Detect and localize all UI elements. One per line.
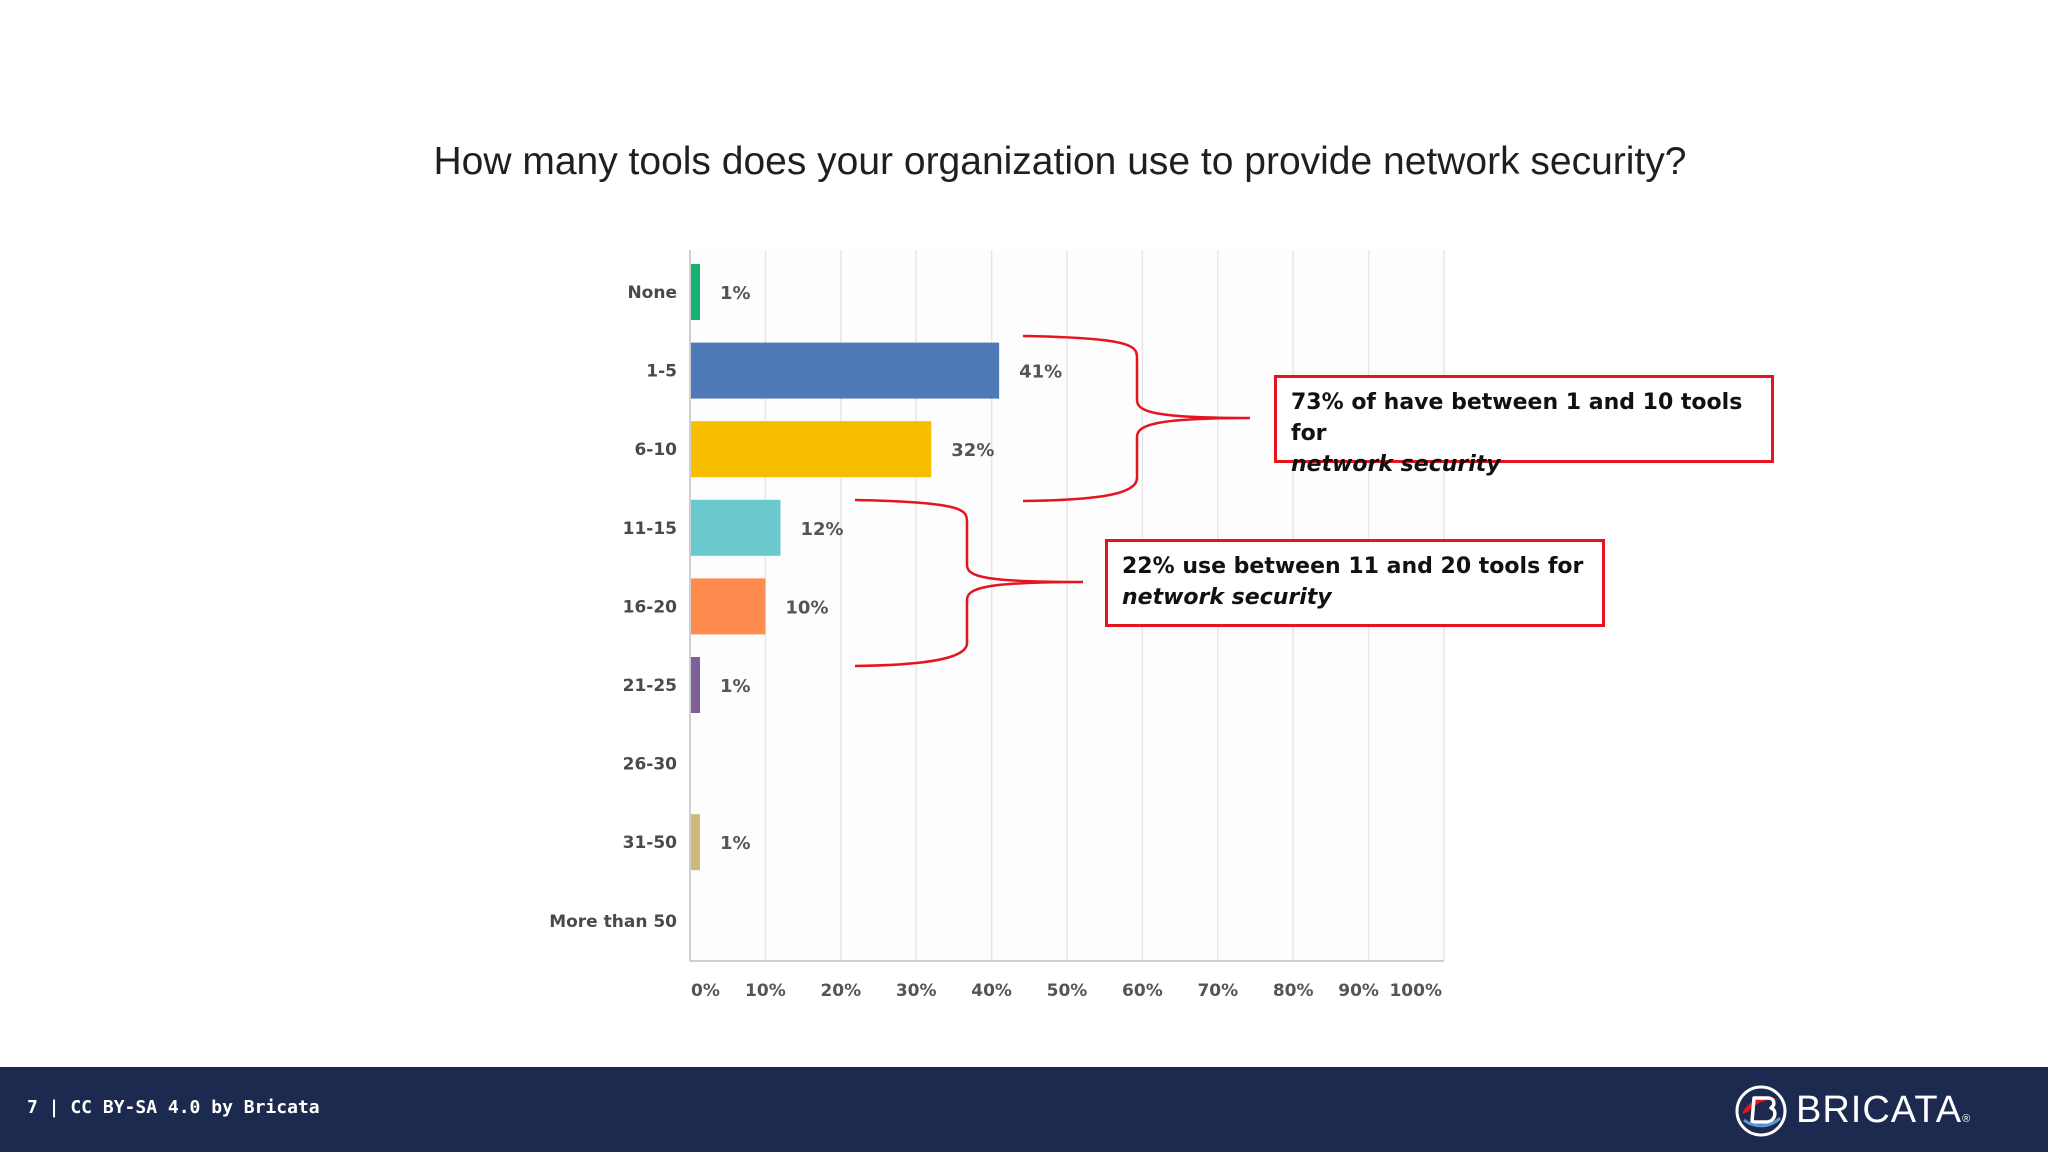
bar — [690, 814, 700, 871]
value-label: 12% — [800, 519, 843, 540]
bar — [690, 421, 932, 478]
bar — [690, 342, 1000, 399]
value-label: 1% — [720, 676, 751, 697]
category-label: 31-50 — [623, 833, 678, 853]
callout-2-emphasis: network security — [1122, 585, 1332, 610]
value-label: 41% — [1019, 362, 1062, 383]
callout-2-text: 22% use between 11 and 20 tools for — [1122, 554, 1584, 579]
bars — [690, 264, 1000, 871]
callout-1-to-10-tools: 73% of have between 1 and 10 tools for n… — [1274, 375, 1774, 477]
bricata-logo-mark-icon — [1735, 1085, 1787, 1137]
category-label: 26-30 — [623, 755, 678, 775]
callout-1-emphasis: network security — [1291, 452, 1501, 477]
x-tick-label: 10% — [745, 981, 786, 1001]
value-label: 1% — [720, 833, 751, 854]
footer-bar: 7 | CC BY-SA 4.0 by Bricata BRICATA® — [0, 1067, 2048, 1152]
category-label: 21-25 — [623, 676, 677, 696]
category-label: More than 50 — [549, 912, 677, 932]
bracket-1-to-10 — [1022, 334, 1251, 503]
bar — [690, 264, 700, 320]
category-label: 6-10 — [634, 440, 677, 460]
value-labels: 1% 41% 32% 12% 10% 1% 1% — [720, 283, 1062, 854]
callout-11-to-20-tools: 22% use between 11 and 20 tools for netw… — [1105, 539, 1605, 627]
callout-1-text: 73% of have between 1 and 10 tools for — [1291, 390, 1743, 446]
x-axis-tick-labels: 0% 10% 20% 30% 40% 50% 60% 70% 80% 90% 100% — [691, 981, 1442, 1001]
category-label: 1-5 — [646, 362, 677, 382]
x-tick-label: 90% — [1338, 981, 1379, 1001]
category-label: 11-15 — [623, 519, 677, 539]
x-tick-label: 0% — [691, 981, 720, 1001]
value-label: 10% — [785, 597, 828, 618]
logo-registered-mark: ® — [1962, 1113, 1972, 1125]
x-tick-label: 40% — [971, 981, 1012, 1001]
footer-text: 7 | CC BY-SA 4.0 by Bricata — [27, 1097, 320, 1118]
x-tick-label: 70% — [1197, 981, 1238, 1001]
logo-name: BRICATA — [1796, 1089, 1963, 1131]
x-tick-label: 100% — [1389, 981, 1442, 1001]
value-label: 32% — [951, 440, 994, 461]
category-label: None — [627, 283, 677, 303]
bar — [690, 499, 781, 556]
bar — [690, 578, 766, 635]
x-tick-label: 60% — [1122, 981, 1163, 1001]
bar — [690, 657, 700, 713]
chart-title: How many tools does your organization us… — [433, 140, 1687, 183]
x-tick-label: 50% — [1047, 981, 1088, 1001]
logo-wordmark: BRICATA® — [1796, 1089, 1971, 1132]
x-tick-label: 30% — [896, 981, 937, 1001]
bracket-11-to-20 — [854, 498, 1084, 668]
x-tick-label: 80% — [1273, 981, 1314, 1001]
x-tick-label: 20% — [820, 981, 861, 1001]
value-label: 1% — [720, 283, 751, 304]
category-labels: None 1-5 6-10 11-15 16-20 21-25 26-30 31-50 More… — [549, 283, 677, 932]
category-label: 16-20 — [623, 597, 678, 617]
